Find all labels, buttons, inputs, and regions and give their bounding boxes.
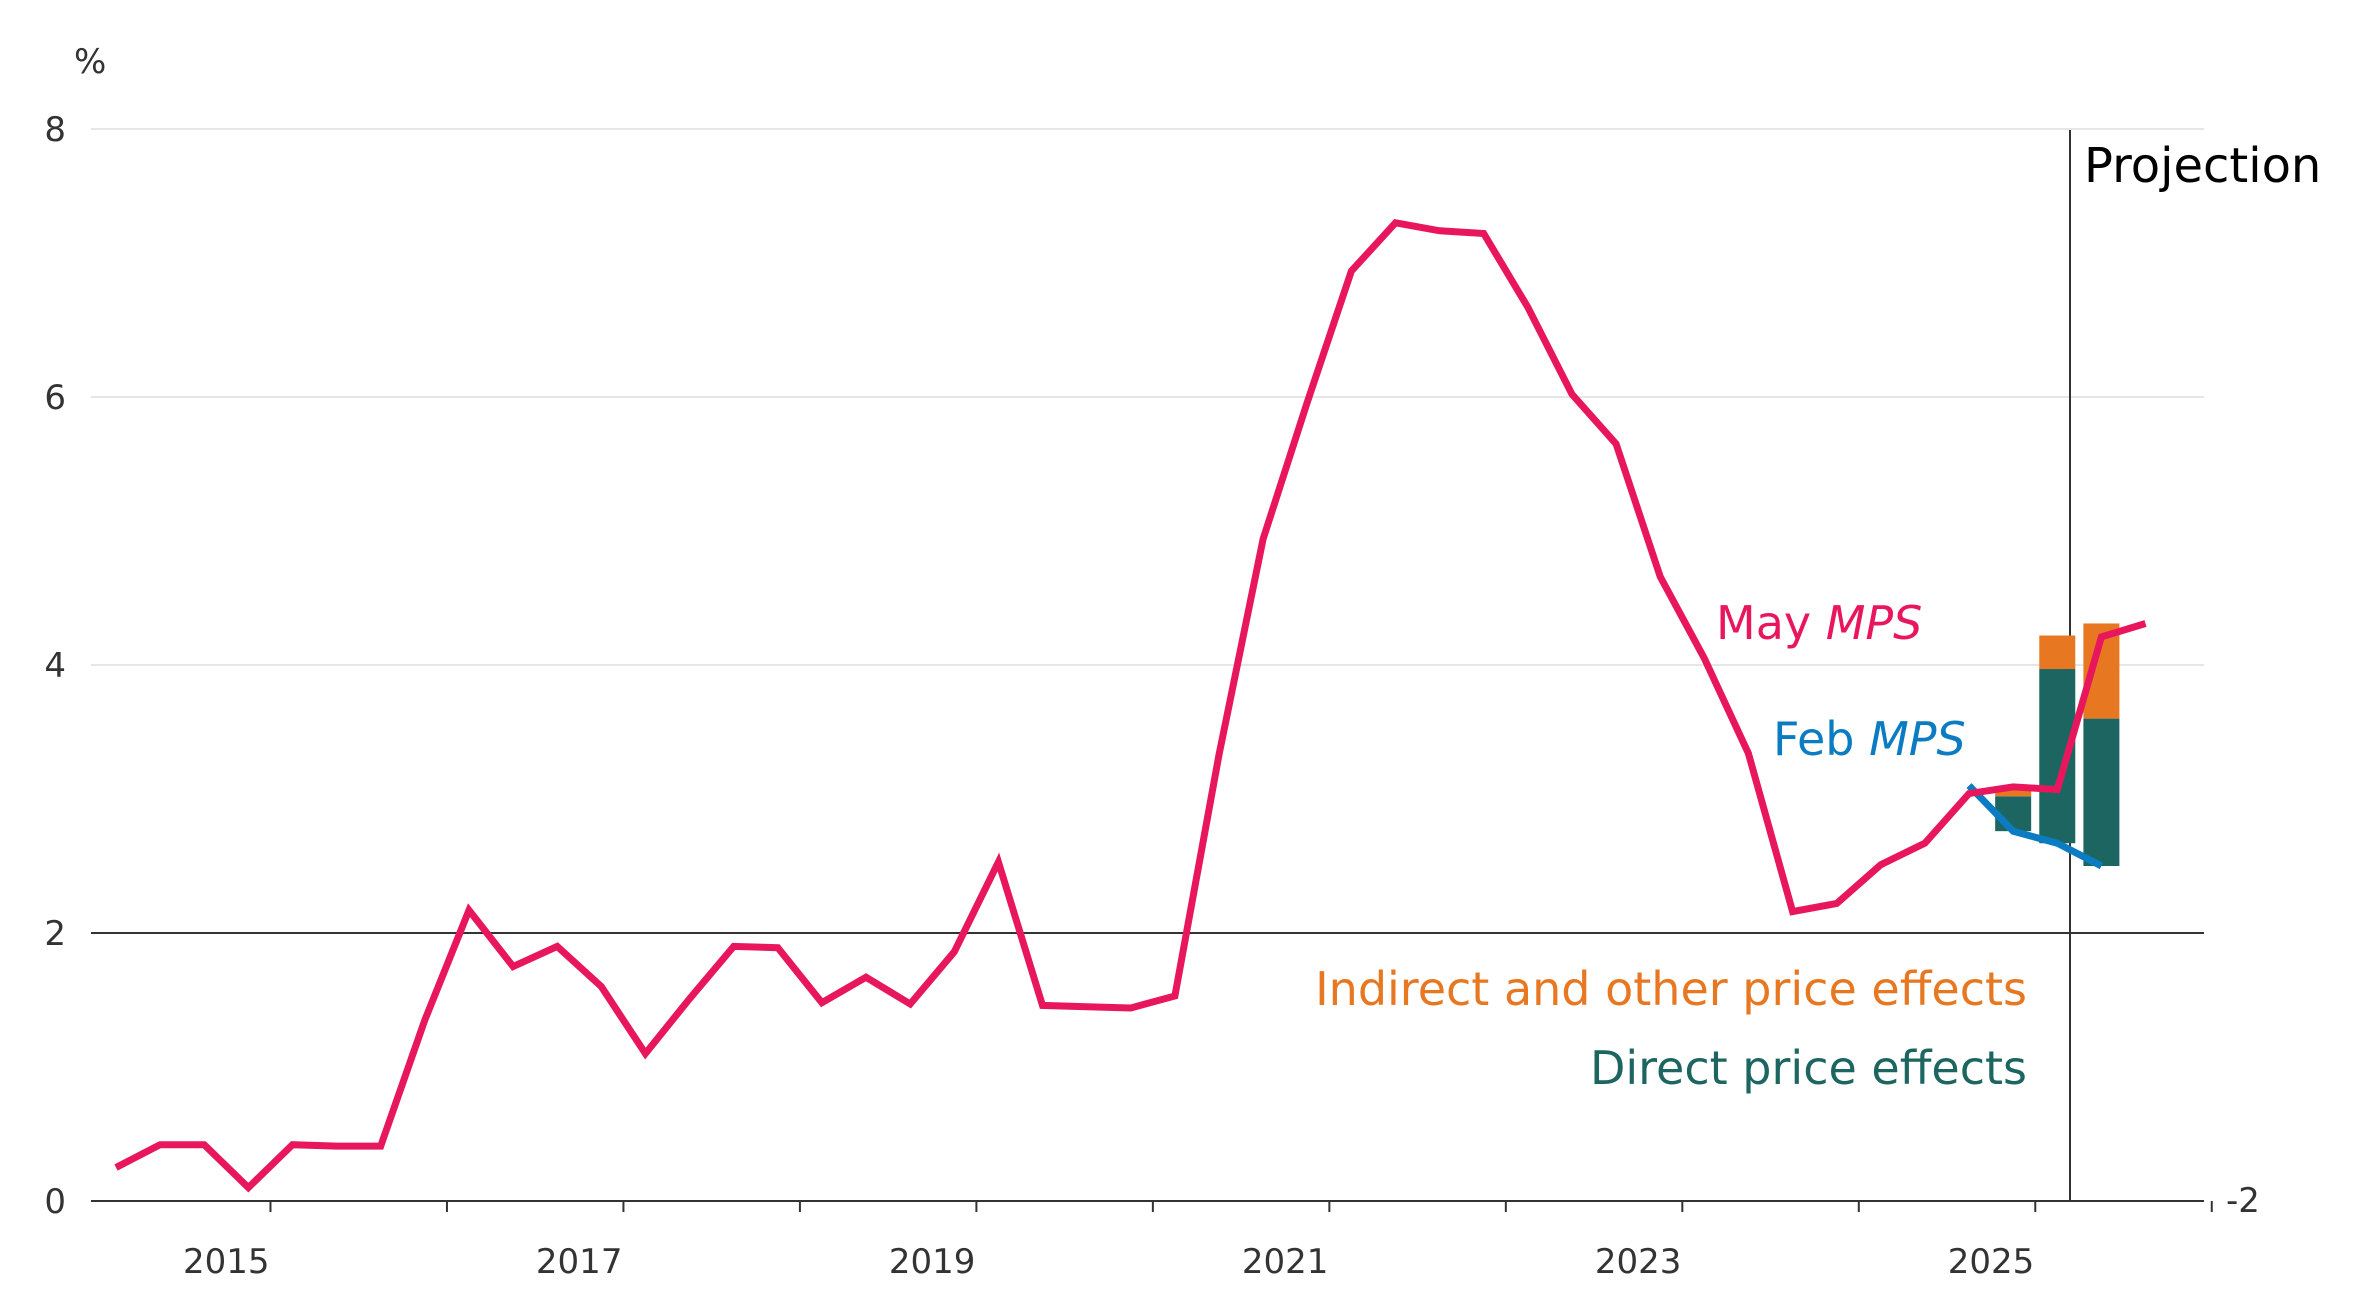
series-lines bbox=[114, 219, 2147, 1193]
feb-mps-line bbox=[1966, 783, 2104, 870]
x-tick-label: 2023 bbox=[1595, 1242, 1682, 1282]
x-tick-label: 2019 bbox=[889, 1242, 976, 1282]
x-axis-ticks: 2015 2017 2019 2021 2023 2025 bbox=[183, 1201, 2213, 1282]
indirect-effects-bar bbox=[1995, 789, 2032, 797]
secondary-y-tick: -2 bbox=[2226, 1181, 2260, 1221]
direct-effects-label: Direct price effects bbox=[1590, 1041, 2027, 1095]
y-tick-label: 4 bbox=[44, 646, 66, 686]
y-tick-label: 2 bbox=[44, 914, 66, 954]
direct-effects-bar bbox=[1995, 796, 2032, 832]
may-mps-label: May MPS bbox=[1716, 596, 1922, 650]
gridlines bbox=[91, 128, 2204, 666]
x-tick-label: 2015 bbox=[183, 1242, 270, 1282]
x-tick-label: 2025 bbox=[1948, 1242, 2035, 1282]
feb-mps-label: Feb MPS bbox=[1773, 712, 1966, 766]
indirect-effects-label: Indirect and other price effects bbox=[1315, 962, 2027, 1016]
indirect-effects-bar bbox=[2039, 635, 2076, 670]
may-mps-line bbox=[114, 219, 2147, 1193]
x-tick-label: 2021 bbox=[1242, 1242, 1329, 1282]
y-tick-label: 8 bbox=[44, 110, 66, 150]
projection-label: Projection bbox=[2084, 138, 2321, 194]
y-axis-ticks: 0 2 4 6 8 bbox=[44, 110, 66, 1222]
y-tick-label: 0 bbox=[44, 1182, 66, 1222]
x-tick-label: 2017 bbox=[536, 1242, 623, 1282]
y-tick-label: 6 bbox=[44, 378, 66, 418]
y-axis-unit: % bbox=[74, 42, 106, 82]
projection-bars bbox=[1995, 623, 2120, 866]
direct-effects-bar bbox=[2083, 718, 2120, 866]
